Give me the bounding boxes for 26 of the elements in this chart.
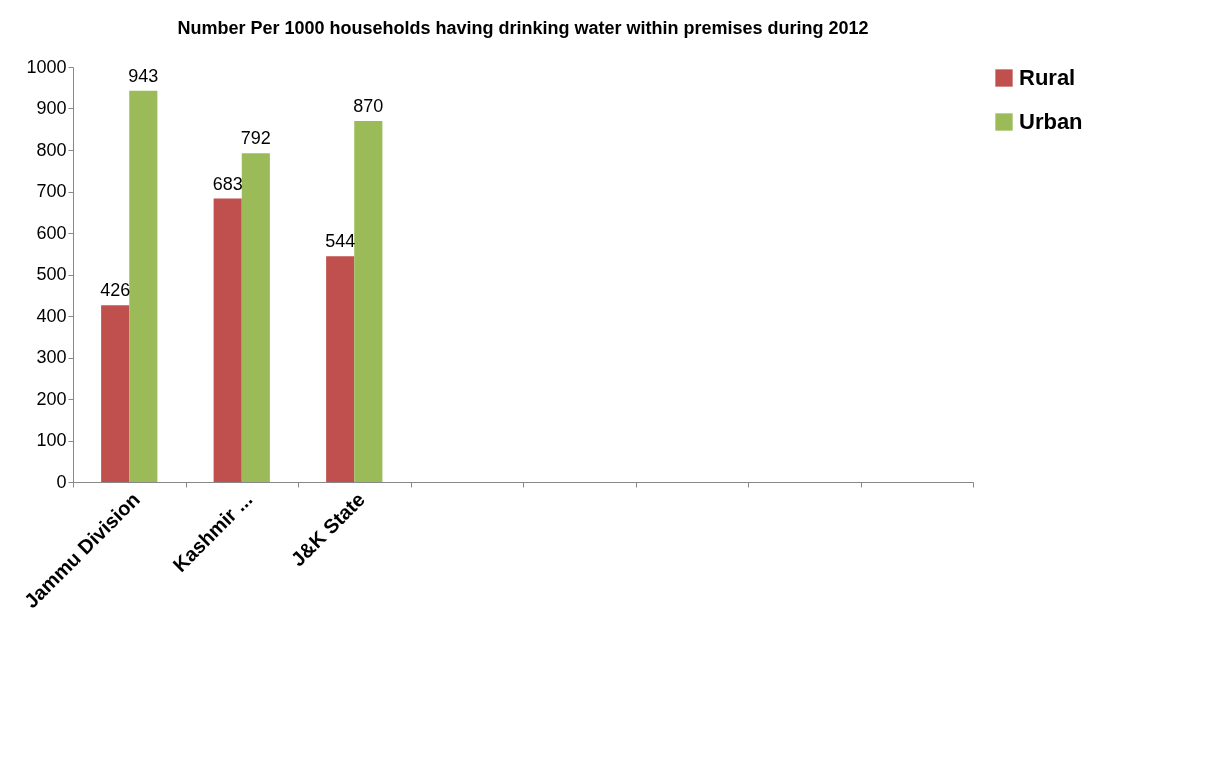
y-tick-label: 700 bbox=[36, 181, 67, 201]
bar bbox=[101, 305, 130, 482]
y-tick-label: 200 bbox=[36, 388, 67, 409]
y-tick-label: 100 bbox=[36, 430, 67, 450]
bar bbox=[326, 256, 355, 482]
chart-title: Number Per 1000 households having drinking water within premises during 2012 bbox=[177, 18, 869, 38]
data-label: 683 bbox=[212, 173, 243, 194]
data-label: 544 bbox=[325, 231, 356, 252]
data-label: 870 bbox=[353, 95, 384, 116]
y-tick-label: 600 bbox=[36, 222, 67, 243]
data-label: 943 bbox=[128, 65, 159, 86]
bar bbox=[129, 90, 158, 482]
bar bbox=[354, 120, 383, 482]
bar bbox=[241, 153, 270, 482]
y-tick-label: 500 bbox=[36, 264, 67, 284]
bar bbox=[213, 198, 242, 482]
legend-label: Rural bbox=[1019, 65, 1076, 90]
y-tick-label: 800 bbox=[36, 139, 67, 160]
data-label: 426 bbox=[100, 280, 131, 301]
y-tick-label: 400 bbox=[36, 305, 67, 326]
y-tick-label: 0 bbox=[56, 471, 67, 492]
legend-label: Urban bbox=[1019, 109, 1083, 134]
data-label: 792 bbox=[240, 128, 271, 149]
y-tick-label: 300 bbox=[36, 347, 67, 367]
y-tick-label: 1000 bbox=[26, 56, 67, 77]
y-tick-label: 900 bbox=[36, 98, 67, 118]
